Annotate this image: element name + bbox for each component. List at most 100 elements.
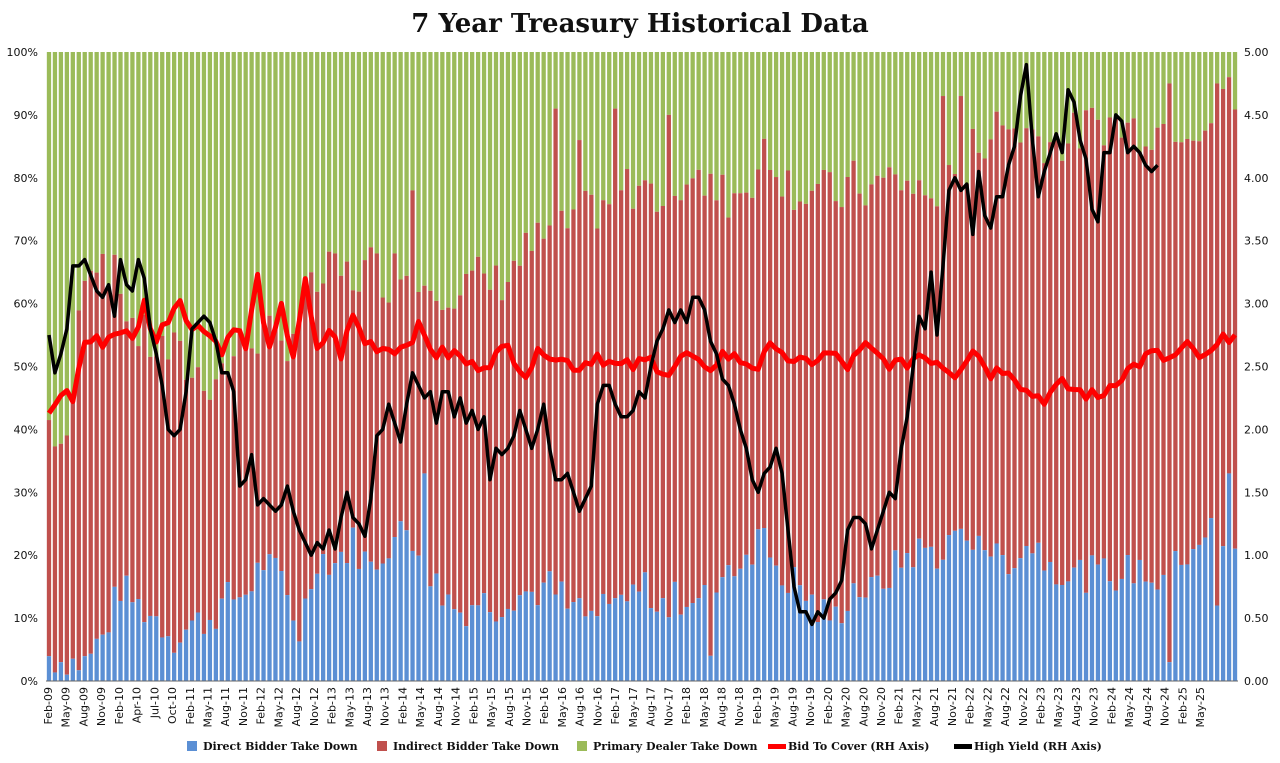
direct-bidder-bar (857, 597, 862, 681)
primary-dealer-bar (398, 52, 403, 280)
primary-dealer-bar (535, 52, 540, 223)
primary-dealer-bar (511, 52, 517, 261)
primary-dealer-bar (189, 52, 195, 378)
direct-bidder-bar (160, 637, 165, 681)
direct-bidder-bar (231, 599, 236, 681)
direct-bidder-bar (1209, 518, 1214, 681)
indirect-bidder-bar (326, 251, 332, 575)
x-tick-label: Nov-16 (591, 687, 604, 726)
indirect-bidder-bar (1197, 141, 1202, 545)
indirect-bidder-bar (440, 309, 445, 606)
indirect-bidder-bar (851, 160, 856, 584)
direct-bidder-bar (702, 585, 707, 681)
direct-bidder-bar (601, 593, 606, 681)
direct-bidder-bar (225, 582, 230, 681)
x-tick-label: Nov-17 (662, 687, 675, 726)
indirect-bidder-bar (368, 247, 373, 562)
indirect-bidder-bar (750, 197, 755, 565)
primary-dealer-bar (124, 52, 129, 322)
indirect-bidder-bar (1209, 123, 1214, 519)
y-left-tick-label: 60% (14, 298, 38, 311)
x-tick-label: Feb-13 (326, 687, 339, 724)
direct-bidder-bar (195, 612, 201, 681)
primary-dealer-bar (464, 52, 469, 274)
indirect-bidder-bar (1149, 149, 1154, 583)
direct-bidder-bar (493, 621, 499, 681)
primary-dealer-bar (315, 52, 320, 292)
indirect-bidder-bar (756, 169, 761, 530)
primary-dealer-bar (166, 52, 171, 360)
direct-bidder-bar (720, 577, 725, 681)
primary-dealer-bar (714, 52, 719, 201)
direct-bidder-bar (881, 588, 886, 681)
primary-dealer-bar (243, 52, 248, 339)
direct-bidder-bar (893, 550, 898, 681)
y-right-tick-label: 2.00 (1244, 423, 1269, 436)
direct-bidder-bar (553, 594, 558, 681)
direct-bidder-bar (267, 554, 272, 681)
legend-swatch (377, 741, 387, 751)
indirect-bidder-bar (529, 250, 534, 592)
x-tick-label: Feb-19 (751, 687, 764, 724)
direct-bidder-bar (1173, 551, 1178, 681)
primary-dealer-bar (1054, 52, 1059, 135)
indirect-bidder-bar (136, 346, 141, 600)
indirect-bidder-bar (124, 321, 129, 576)
primary-dealer-bar (1167, 52, 1172, 84)
primary-dealer-bar (1119, 52, 1124, 138)
indirect-bidder-bar (183, 379, 189, 630)
direct-bidder-bar (845, 610, 850, 681)
direct-bidder-bar (356, 568, 362, 681)
indirect-bidder-bar (100, 253, 105, 635)
primary-dealer-bar (1024, 52, 1029, 129)
primary-dealer-bar (273, 52, 278, 326)
indirect-bidder-bar (201, 390, 207, 634)
indirect-bidder-bar (571, 209, 576, 603)
indirect-bidder-bar (1030, 129, 1035, 554)
primary-dealer-bar (922, 52, 928, 196)
indirect-bidder-bar (171, 332, 177, 653)
indirect-bidder-bar (553, 108, 558, 595)
indirect-bidder-bar (839, 207, 844, 624)
legend-label: Direct Bidder Take Down (203, 740, 358, 753)
primary-dealer-bar (797, 52, 803, 202)
x-tick-label: Aug-14 (432, 687, 445, 726)
x-tick-label: May-21 (910, 687, 923, 728)
x-tick-label: Feb-11 (184, 687, 197, 724)
indirect-bidder-bar (410, 190, 415, 551)
primary-dealer-bar (767, 52, 773, 171)
legend-label: Bid To Cover (RH Axis) (788, 740, 929, 753)
direct-bidder-bar (577, 598, 582, 681)
direct-bidder-bar (344, 563, 350, 681)
indirect-bidder-bar (648, 183, 654, 609)
direct-bidder-bar (529, 591, 534, 681)
indirect-bidder-bar (797, 201, 803, 586)
y-right-tick-label: 5.00 (1244, 46, 1269, 59)
direct-bidder-bar (1006, 574, 1011, 681)
legend-label: High Yield (RH Axis) (974, 740, 1102, 753)
primary-dealer-bar (225, 52, 230, 376)
direct-bidder-bar (130, 602, 135, 681)
indirect-bidder-bar (672, 195, 677, 582)
indirect-bidder-bar (1036, 136, 1041, 543)
y-right-tick-label: 4.50 (1244, 109, 1269, 122)
primary-dealer-bar (875, 52, 880, 176)
y-right-tick-label: 1.00 (1244, 549, 1269, 562)
primary-dealer-bar (499, 52, 505, 301)
legend-swatch (577, 741, 587, 751)
x-tick-label: Feb-14 (396, 687, 409, 724)
direct-bidder-bar (696, 598, 701, 681)
primary-dealer-bar (970, 52, 975, 129)
x-tick-label: Aug-16 (574, 687, 587, 726)
indirect-bidder-bar (762, 138, 767, 529)
primary-dealer-bar (958, 52, 964, 97)
direct-bidder-bar (499, 617, 505, 681)
indirect-bidder-bar (487, 289, 493, 613)
indirect-bidder-bar (928, 198, 934, 547)
indirect-bidder-bar (708, 173, 713, 656)
primary-dealer-bar (70, 52, 75, 395)
direct-bidder-bar (1179, 564, 1184, 681)
direct-bidder-bar (469, 605, 475, 681)
primary-dealer-bar (529, 52, 534, 251)
indirect-bidder-bar (744, 192, 749, 555)
